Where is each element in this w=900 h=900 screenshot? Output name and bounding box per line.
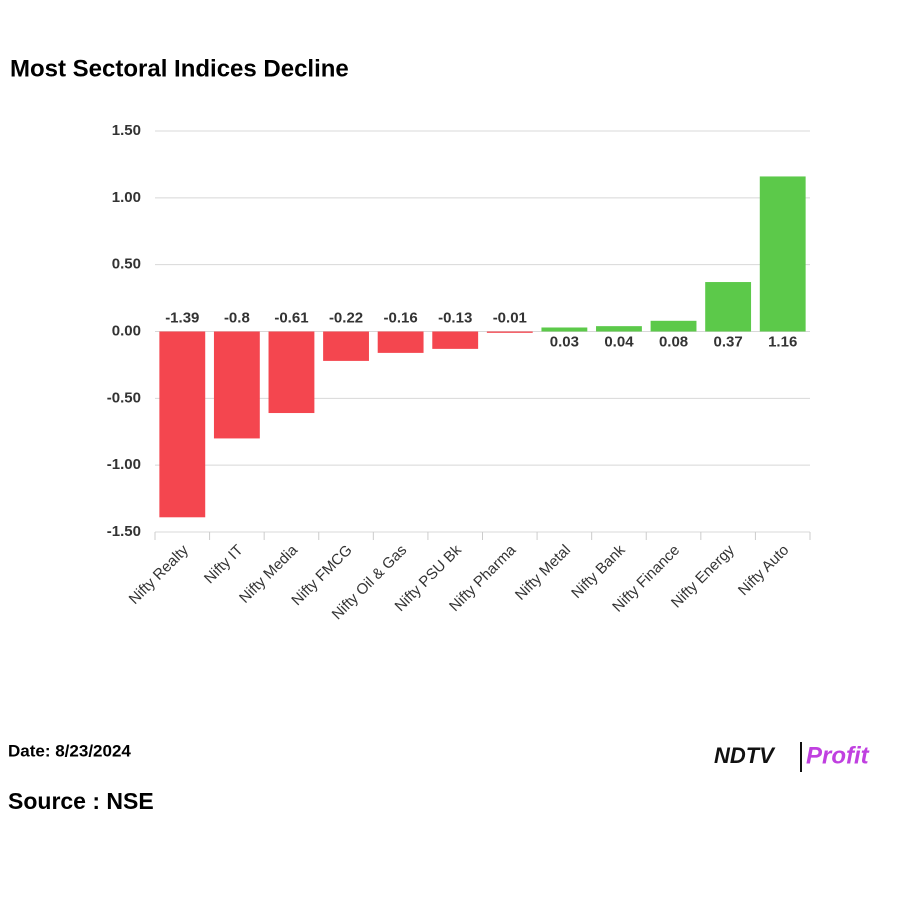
value-label: -0.61 [274,309,308,326]
bar [596,326,642,332]
value-label: 0.08 [659,333,688,350]
y-tick-label: -1.00 [107,456,141,473]
value-label: -0.01 [493,309,527,326]
bar [432,331,479,349]
bar [377,331,424,353]
chart-title: Most Sectoral Indices Decline [10,55,349,82]
value-label: 0.04 [604,333,634,350]
bar [213,331,260,439]
x-tick-label: Nifty Realty [126,541,193,608]
value-label: 0.03 [550,333,579,350]
x-tick-label: Nifty Metal [512,542,574,604]
value-label: -0.22 [329,309,363,326]
bar [268,331,315,414]
bar [159,331,206,518]
bar [541,327,588,332]
x-tick-label: Nifty Auto [735,542,792,599]
date: Date: 8/23/2024 [8,741,131,760]
y-tick-label: -0.50 [107,389,141,406]
y-tick-label: 0.00 [112,322,141,339]
bar [486,331,533,333]
y-tick-label: 1.00 [112,189,141,206]
value-label: -0.16 [384,309,418,326]
bar [323,331,369,361]
bar [705,282,752,332]
value-label: -0.8 [224,309,250,326]
value-label: 1.16 [768,333,797,350]
y-tick-label: -1.50 [107,523,141,540]
value-label: -1.39 [165,309,199,326]
source: Source : NSE [8,788,154,814]
x-tick-label: Nifty IT [201,542,247,588]
value-label: -0.13 [438,309,472,326]
bar [759,176,806,332]
y-tick-label: 0.50 [112,256,141,273]
bar [650,320,697,332]
y-tick-label: 1.50 [112,122,141,139]
logo-ndtv: NDTV [714,743,776,768]
logo-profit: Profit [806,742,870,769]
value-label: 0.37 [714,333,743,350]
